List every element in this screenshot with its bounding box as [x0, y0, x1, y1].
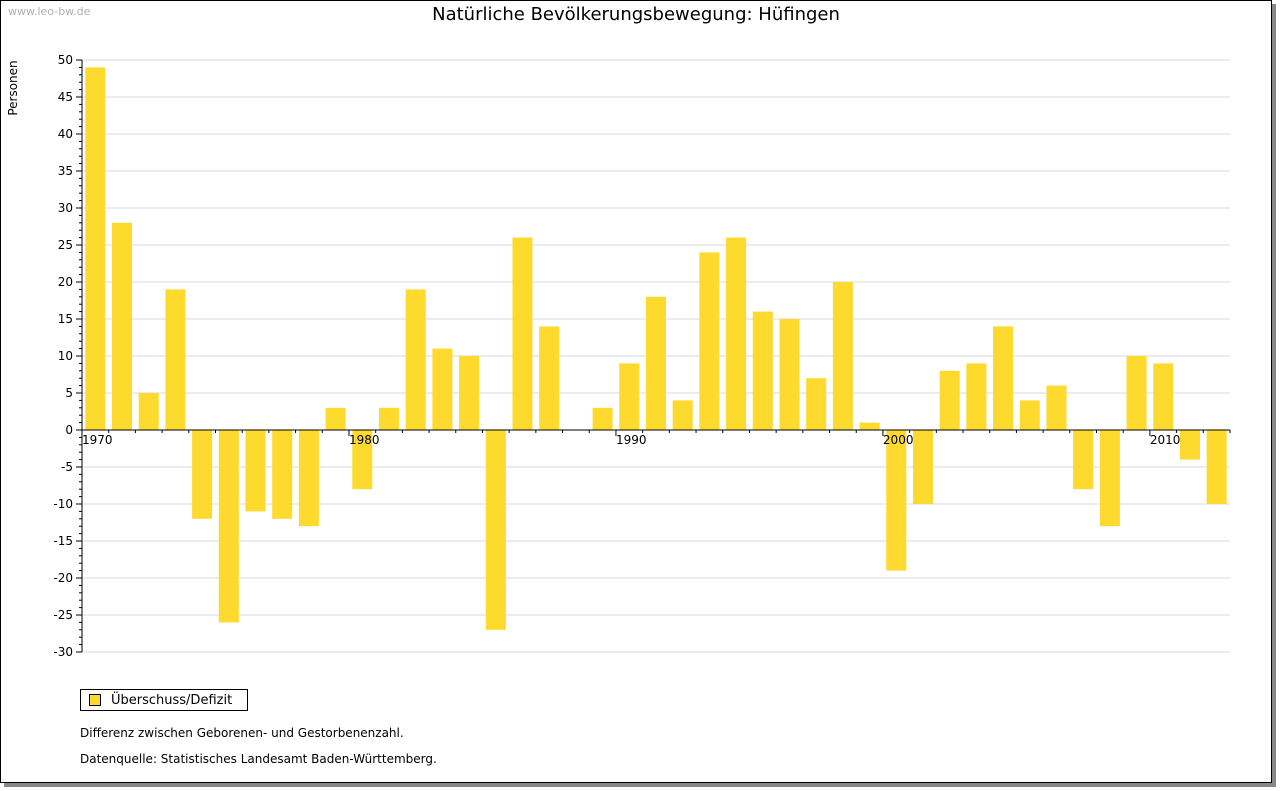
y-tick-label: 5 [65, 386, 73, 400]
bar-1999 [859, 422, 880, 430]
bar-2001 [912, 430, 933, 504]
bar-1989 [592, 407, 613, 430]
x-tick-label-2000: 2000 [883, 433, 914, 447]
chart-title: Natürliche Bevölkerungsbewegung: Hüfinge… [432, 4, 840, 25]
bar-2010 [1153, 363, 1174, 430]
y-tick-label: -20 [53, 571, 73, 585]
watermark-text: www.leo-bw.de [8, 5, 91, 18]
bar-1983 [432, 348, 453, 430]
x-tick-label-1980: 1980 [349, 433, 380, 447]
bar-1991 [645, 296, 667, 430]
y-tick-label: 30 [58, 201, 73, 215]
bar-1971 [112, 222, 133, 430]
bar-2011 [1179, 430, 1200, 460]
bar-2004 [993, 326, 1014, 430]
y-tick-label: 25 [58, 238, 73, 252]
y-tick-label: -25 [53, 608, 73, 622]
bar-1987 [539, 326, 560, 430]
bar-2005 [1019, 400, 1040, 430]
bar-1977 [272, 430, 293, 519]
y-tick-label: -15 [53, 534, 73, 548]
bar-chart: 50454035302520151050-5-10-15-20-25-30197… [53, 53, 1231, 659]
bar-1996 [779, 319, 800, 430]
bar-2012 [1206, 430, 1227, 504]
description-note: Differenz zwischen Geborenen- und Gestor… [80, 726, 404, 740]
legend-label: Überschuss/Defizit [111, 692, 233, 708]
legend-swatch [89, 694, 101, 706]
bar-1995 [752, 311, 773, 430]
bar-2003 [966, 363, 987, 430]
x-tick-label-1970: 1970 [82, 433, 113, 447]
y-tick-label: 0 [65, 423, 73, 437]
bar-1992 [672, 400, 693, 430]
y-tick-label: 10 [58, 349, 73, 363]
bar-1972 [138, 393, 159, 430]
y-tick-label: 20 [58, 275, 73, 289]
bar-1985 [485, 430, 506, 630]
bar-2009 [1126, 356, 1147, 430]
bar-2006 [1046, 385, 1067, 430]
bar-1970 [85, 67, 106, 431]
bar-1981 [379, 407, 400, 430]
y-tick-label: 35 [58, 164, 73, 178]
bar-1998 [832, 282, 853, 430]
bar-1990 [619, 363, 640, 430]
x-tick-label-1990: 1990 [616, 433, 647, 447]
bar-2000 [886, 430, 907, 571]
bar-1974 [192, 430, 213, 519]
bar-1979 [325, 407, 346, 430]
bar-1994 [726, 237, 747, 430]
bar-2008 [1099, 430, 1120, 527]
y-tick-label: 45 [58, 90, 73, 104]
bar-1973 [165, 289, 186, 430]
x-tick-label-2010: 2010 [1150, 433, 1181, 447]
bar-2007 [1073, 430, 1094, 490]
bar-1986 [512, 237, 533, 430]
y-tick-label: -10 [53, 497, 73, 511]
legend: Überschuss/Defizit [80, 689, 248, 711]
y-tick-label: 15 [58, 312, 73, 326]
y-tick-label: 50 [58, 53, 73, 67]
y-tick-label: 40 [58, 127, 73, 141]
bar-1978 [298, 430, 319, 527]
bar-1982 [405, 289, 426, 430]
bar-2002 [939, 370, 960, 430]
bar-1997 [806, 378, 827, 430]
y-tick-label: -5 [61, 460, 73, 474]
bar-1975 [218, 430, 239, 623]
bar-1980 [352, 430, 373, 490]
y-tick-label: -30 [53, 645, 73, 659]
bar-1976 [245, 430, 266, 512]
bar-1984 [459, 356, 480, 430]
bar-1993 [699, 252, 720, 430]
source-note: Datenquelle: Statistisches Landesamt Bad… [80, 752, 437, 766]
